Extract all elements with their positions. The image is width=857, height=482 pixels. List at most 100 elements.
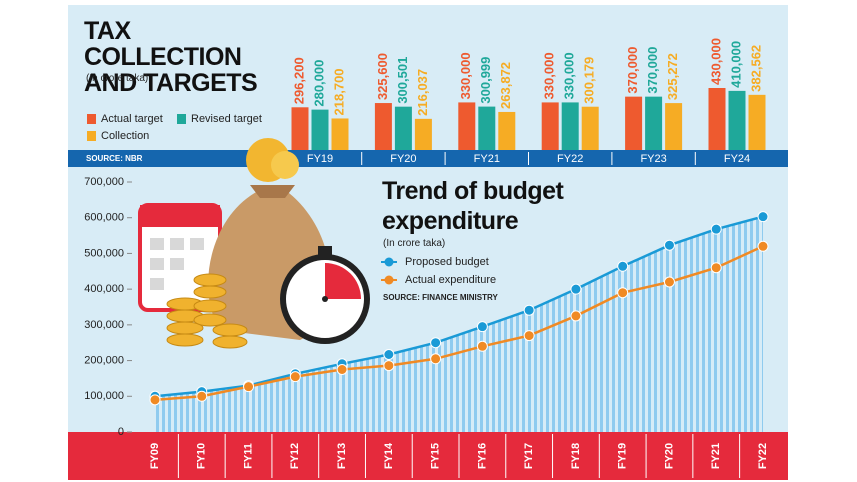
bar: [311, 109, 329, 150]
x-tick-label: FY13: [336, 443, 348, 469]
y-tick-label: 600,000: [84, 212, 124, 224]
x-tick-label: FY14: [383, 442, 395, 469]
bar: [458, 102, 476, 150]
value-label: 370,000: [625, 47, 640, 94]
x-tick-label: FY21: [710, 443, 722, 469]
category-band: [68, 432, 788, 480]
bar: [581, 106, 599, 150]
point: [710, 223, 722, 235]
bar: [498, 111, 516, 150]
bar: [561, 102, 579, 150]
x-tick-label: FY19: [307, 153, 333, 165]
point: [430, 353, 442, 365]
point: [663, 276, 675, 288]
bar: [541, 102, 559, 150]
bar: [414, 118, 432, 150]
x-tick-label: FY24: [724, 153, 750, 165]
y-tick-label: 700,000: [84, 176, 124, 188]
line-title: Trend of budget expenditure: [382, 177, 564, 235]
point: [430, 337, 442, 349]
source: SOURCE: FINANCE MINISTRY: [383, 293, 498, 302]
legend-label: Collection: [101, 130, 149, 142]
value-label: 218,700: [331, 68, 346, 115]
area: [155, 216, 763, 432]
point: [757, 240, 769, 252]
point: [243, 381, 255, 393]
point: [476, 321, 488, 333]
legend-label: Actual expenditure: [405, 274, 496, 286]
legend-swatch: [87, 114, 96, 124]
point: [663, 239, 675, 251]
value-label: 216,037: [415, 69, 430, 116]
value-label: 263,872: [498, 62, 513, 109]
value-label: 300,179: [582, 57, 597, 104]
x-tick-label: FY20: [390, 153, 416, 165]
point: [196, 390, 208, 402]
y-tick-label: 400,000: [84, 283, 124, 295]
bar: [625, 96, 643, 150]
value-label: 382,562: [748, 45, 763, 92]
point: [523, 330, 535, 342]
y-tick-label: 200,000: [84, 354, 124, 366]
y-tick-label: 0: [118, 426, 124, 438]
legend-label: Revised target: [191, 113, 262, 125]
bar-title: TAX COLLECTION AND TARGETS: [84, 17, 258, 97]
y-tick-label: 500,000: [84, 247, 124, 259]
bar: [478, 106, 496, 150]
point: [476, 340, 488, 352]
legend-swatch: [87, 131, 96, 141]
value-label: 296,200: [291, 57, 306, 104]
bar: [291, 107, 309, 150]
point: [383, 349, 395, 360]
x-tick-label: FY20: [663, 443, 675, 469]
bar-subtitle: (In crore taka): [86, 73, 149, 84]
bar: [331, 118, 349, 150]
bar: [748, 94, 766, 150]
illustration: [138, 138, 370, 349]
point: [617, 260, 629, 272]
value-label: 330,000: [542, 52, 557, 99]
point: [757, 211, 769, 223]
x-tick-label: FY19: [617, 443, 629, 469]
y-tick-label: 100,000: [84, 390, 124, 402]
legend-label: Actual target: [101, 113, 163, 125]
line-subtitle: (In crore taka): [383, 238, 446, 249]
point: [617, 287, 629, 299]
legend-swatch: [177, 114, 186, 124]
source-band: [68, 150, 788, 167]
bar: [665, 103, 683, 150]
x-tick-label: FY16: [476, 443, 488, 469]
value-label: 330,000: [458, 52, 473, 99]
point: [523, 304, 535, 316]
x-tick-label: FY22: [757, 443, 769, 469]
x-tick-label: FY23: [640, 153, 666, 165]
point: [336, 364, 348, 375]
value-label: 300,501: [395, 57, 410, 104]
bar: [645, 96, 663, 150]
value-label: 410,000: [728, 41, 743, 88]
x-tick-label: FY10: [196, 443, 208, 469]
source: SOURCE: NBR: [86, 154, 143, 163]
x-tick-label: FY15: [430, 443, 442, 469]
point: [289, 371, 301, 383]
value-label: 325,600: [375, 53, 390, 100]
x-tick-label: FY12: [289, 443, 301, 469]
x-tick-label: FY11: [242, 443, 254, 469]
value-label: 430,000: [708, 38, 723, 85]
x-tick-label: FY18: [570, 443, 582, 469]
legend-marker: [384, 257, 394, 267]
point: [570, 283, 582, 295]
legend-label: Proposed budget: [405, 256, 489, 268]
point: [383, 360, 395, 372]
value-label: 370,000: [645, 47, 660, 94]
x-tick-label: FY21: [474, 153, 500, 165]
bar: [728, 90, 746, 150]
point: [710, 262, 722, 274]
value-label: 280,000: [311, 60, 326, 107]
x-tick-label: FY09: [149, 443, 161, 469]
bar: [394, 106, 412, 150]
y-tick-label: 300,000: [84, 319, 124, 331]
value-label: 325,272: [665, 53, 680, 100]
